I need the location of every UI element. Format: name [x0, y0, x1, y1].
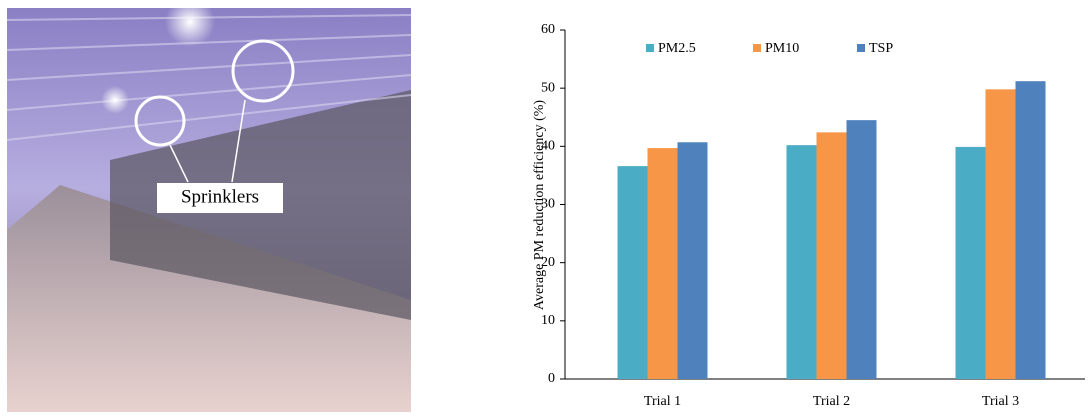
photo-lamp — [165, 0, 215, 47]
bar — [816, 132, 847, 379]
legend-label: PM10 — [765, 41, 799, 56]
bar — [786, 145, 817, 379]
y-tick-label: 40 — [541, 139, 555, 154]
bar — [677, 142, 708, 379]
y-tick-label: 10 — [541, 313, 555, 328]
y-tick-label: 50 — [541, 80, 555, 95]
label-box — [157, 183, 283, 213]
bar — [955, 146, 986, 379]
y-axis-label: Average PM reduction efficiency (%) — [532, 100, 547, 311]
x-tick-label: Trial 1 — [644, 394, 681, 409]
y-tick-label: 20 — [541, 255, 555, 270]
sprinkler-circle — [231, 39, 295, 103]
chart: Average PM reduction efficiency (%) 0 10 2… — [532, 22, 1085, 409]
x-tick-label: Trial 2 — [813, 394, 850, 409]
pointer — [231, 99, 246, 183]
y-tick-label: 60 — [541, 22, 555, 37]
y-tick-label: 0 — [548, 371, 555, 386]
legend-swatch — [857, 44, 865, 52]
photo: Sprinklers — [6, 0, 412, 412]
photo-floor — [7, 185, 411, 412]
legend-label: TSP — [869, 41, 893, 56]
x-tick-label: Trial 3 — [982, 394, 1019, 409]
legend-swatch — [646, 44, 654, 52]
sprinkler-circle — [134, 95, 186, 147]
pointer — [169, 144, 189, 183]
bar — [617, 166, 648, 379]
photo-label: Sprinklers — [181, 186, 259, 207]
photo-lamp — [101, 86, 129, 114]
bar — [1015, 81, 1046, 379]
legend-swatch — [753, 44, 761, 52]
bar — [846, 120, 877, 380]
bar — [647, 148, 678, 379]
y-tick-label: 30 — [541, 197, 555, 212]
bar — [985, 89, 1016, 379]
legend-label: PM2.5 — [658, 41, 696, 56]
